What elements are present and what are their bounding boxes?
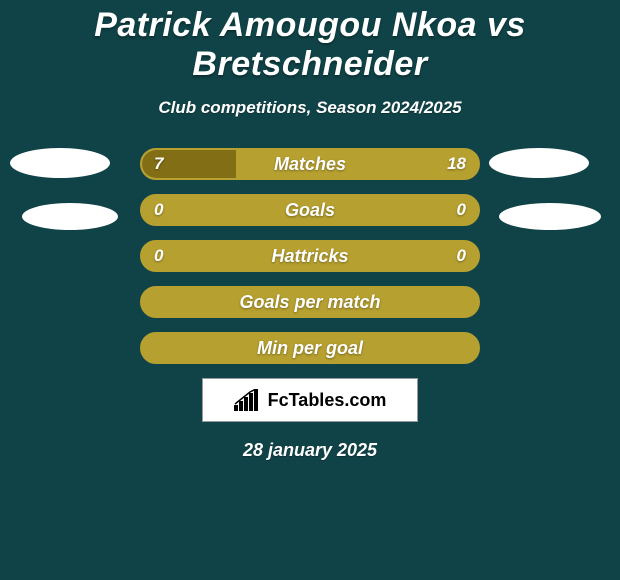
stat-label: Min per goal xyxy=(142,334,478,362)
stat-value-right: 18 xyxy=(447,150,466,178)
stat-row: Goals per match xyxy=(140,286,480,318)
comparison-infographic: Patrick Amougou Nkoa vs Bretschneider Cl… xyxy=(0,0,620,580)
stat-label: Goals per match xyxy=(142,288,478,316)
decorative-ellipse xyxy=(499,203,601,230)
decorative-ellipse xyxy=(10,148,110,178)
stat-label: Goals xyxy=(142,196,478,224)
stat-value-left: 0 xyxy=(154,196,163,224)
stat-rows: Matches718Goals00Hattricks00Goals per ma… xyxy=(0,148,620,364)
stat-value-left: 7 xyxy=(154,150,163,178)
logo-badge: FcTables.com xyxy=(202,378,418,422)
page-title: Patrick Amougou Nkoa vs Bretschneider xyxy=(0,0,620,84)
date-label: 28 january 2025 xyxy=(0,440,620,461)
decorative-ellipse xyxy=(22,203,118,230)
bars-icon xyxy=(234,389,262,411)
logo-text: FcTables.com xyxy=(268,390,387,411)
subtitle: Club competitions, Season 2024/2025 xyxy=(0,98,620,118)
stat-row: Goals0 0 xyxy=(140,194,480,226)
stats-area: Matches718Goals00Hattricks00Goals per ma… xyxy=(0,148,620,461)
stat-row: Matches7 18 xyxy=(140,148,480,180)
stat-label: Matches xyxy=(142,150,478,178)
stat-row: Hattricks0 0 xyxy=(140,240,480,272)
decorative-ellipse xyxy=(489,148,589,178)
stat-value-right: 0 xyxy=(457,196,466,224)
stat-value-left: 0 xyxy=(154,242,163,270)
stat-label: Hattricks xyxy=(142,242,478,270)
stat-value-right: 0 xyxy=(457,242,466,270)
stat-row: Min per goal xyxy=(140,332,480,364)
